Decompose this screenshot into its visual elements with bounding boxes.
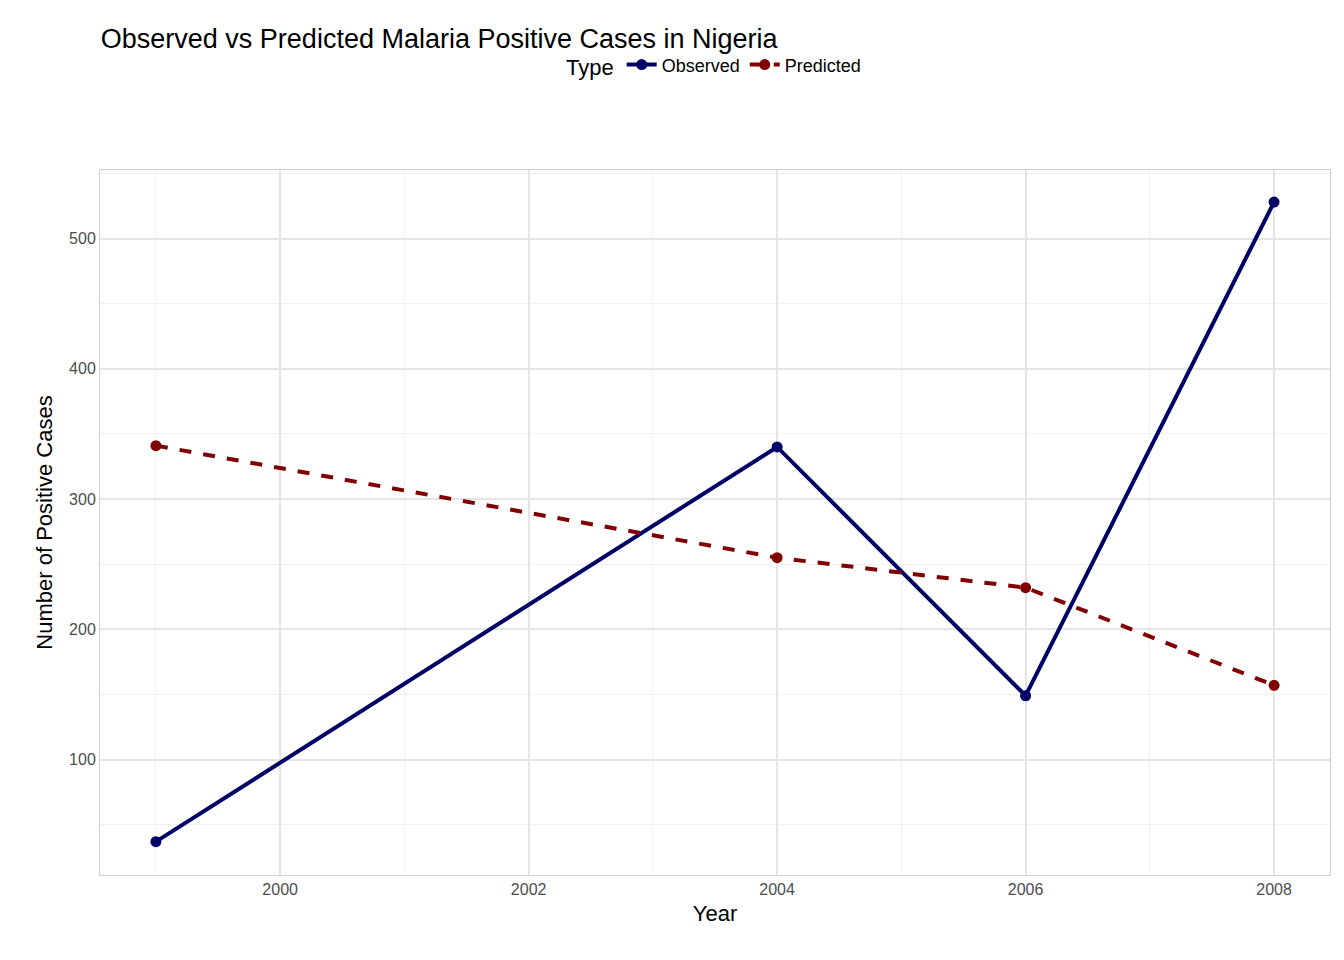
- svg-text:Observed: Observed: [662, 56, 740, 76]
- svg-text:200: 200: [69, 621, 96, 638]
- svg-text:2000: 2000: [262, 881, 298, 898]
- svg-text:400: 400: [69, 360, 96, 377]
- svg-text:100: 100: [69, 751, 96, 768]
- svg-text:Observed vs Predicted Malaria: Observed vs Predicted Malaria Positive C…: [101, 24, 779, 54]
- svg-text:2002: 2002: [511, 881, 547, 898]
- svg-text:2004: 2004: [759, 881, 795, 898]
- svg-text:Predicted: Predicted: [785, 56, 861, 76]
- svg-text:300: 300: [69, 491, 96, 508]
- svg-text:2008: 2008: [1256, 881, 1292, 898]
- svg-text:2006: 2006: [1008, 881, 1044, 898]
- svg-text:Year: Year: [693, 901, 737, 926]
- svg-text:Type: Type: [566, 55, 614, 80]
- svg-text:500: 500: [69, 230, 96, 247]
- svg-text:Number of Positive Cases: Number of Positive Cases: [32, 395, 57, 649]
